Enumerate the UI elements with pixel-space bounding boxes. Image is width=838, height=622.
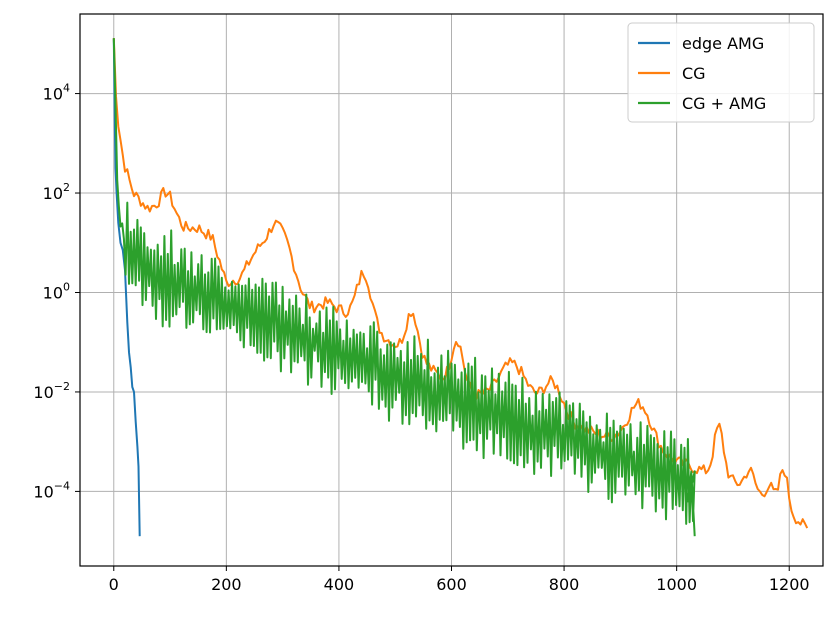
legend-label: edge AMG [682,34,764,53]
series-layer [112,38,809,537]
y-tick-label: 10−2 [33,380,70,402]
x-tick-label: 200 [211,575,242,594]
series-line-cg-amg [112,38,696,537]
y-tick-label: 102 [43,181,70,203]
series-line-edge-amg [112,38,141,537]
x-tick-label: 1000 [656,575,697,594]
legend-label: CG + AMG [682,94,766,113]
series-line-cg [112,38,809,529]
x-tick-label: 800 [549,575,580,594]
y-tick-label: 104 [43,82,70,104]
legend-label: CG [682,64,706,83]
x-axis-ticks: 0 200 400 600 800 1000 1200 [109,566,810,594]
y-axis-ticks: 104 102 100 10−2 10−4 [33,82,80,501]
x-tick-label: 600 [436,575,467,594]
legend-box [627,22,815,123]
x-tick-label: 1200 [769,575,810,594]
y-tick-label: 100 [43,280,70,302]
legend: edge AMG CG CG + AMG [627,22,815,123]
x-tick-label: 400 [324,575,355,594]
x-tick-label: 0 [109,575,119,594]
y-tick-label: 10−4 [33,479,70,501]
